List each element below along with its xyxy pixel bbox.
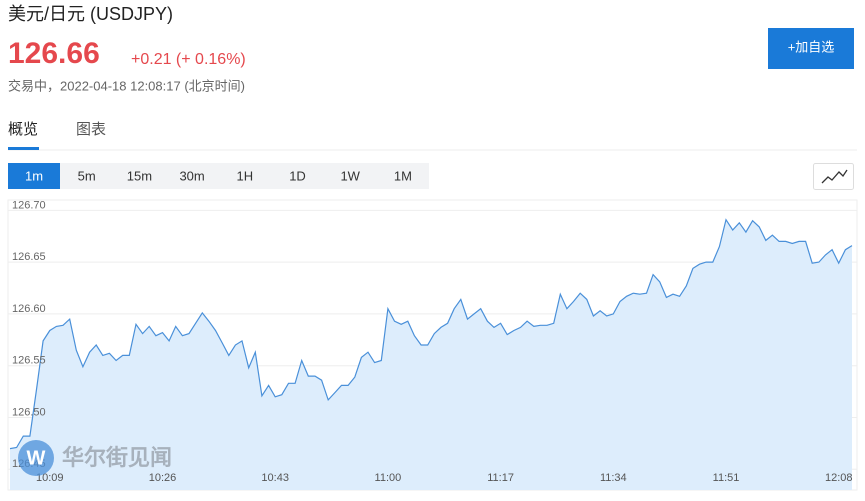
- y-tick-label: 126.65: [12, 251, 46, 263]
- x-tick-label: 11:00: [375, 472, 402, 484]
- change: +0.21 (+ 0.16%): [131, 51, 246, 68]
- y-tick-label: 126.50: [12, 406, 46, 418]
- range-button[interactable]: 1H: [236, 168, 253, 183]
- range-button[interactable]: 30m: [179, 168, 204, 183]
- range-bar: [8, 163, 429, 189]
- y-tick-label: 126.70: [12, 199, 46, 211]
- range-button[interactable]: 15m: [127, 168, 152, 183]
- range-button[interactable]: 1W: [340, 168, 360, 183]
- price: 126.66: [8, 37, 100, 70]
- watchlist-button-label[interactable]: +加自选: [788, 39, 835, 54]
- watermark: 华尔街见闻: [62, 445, 172, 470]
- x-tick-label: 11:17: [487, 472, 514, 484]
- watermark-logo-letter: W: [27, 447, 46, 469]
- line: [9, 218, 853, 450]
- x-tick-label: 10:43: [261, 472, 289, 484]
- x-tick-label: 12:08: [825, 472, 853, 484]
- range-button[interactable]: 1m: [25, 168, 43, 183]
- range-button[interactable]: 1D: [289, 168, 306, 183]
- x-tick-label: 10:26: [149, 472, 177, 484]
- title: 美元/日元 (USDJPY): [8, 4, 173, 24]
- chart-type-button[interactable]: [813, 163, 854, 190]
- watchlist-button[interactable]: [768, 28, 854, 69]
- range-active: [8, 163, 60, 189]
- x-tick-label: 11:51: [713, 472, 740, 484]
- tab[interactable]: 图表: [76, 121, 106, 138]
- y-tick-label: 126.55: [12, 355, 46, 367]
- range-button[interactable]: 1M: [394, 168, 412, 183]
- x-tick-label: 11:34: [600, 472, 627, 484]
- x-tick-label: 10:09: [36, 472, 64, 484]
- status: 交易中，2022-04-18 12:08:17 (北京时间): [8, 78, 245, 93]
- area: [10, 219, 852, 490]
- y-tick-label: 126.60: [12, 303, 46, 315]
- chart-type-icon[interactable]: [821, 169, 848, 184]
- tab-underline: [8, 147, 39, 150]
- range-button[interactable]: 5m: [78, 168, 96, 183]
- chart: 126.45126.50126.55126.60126.65126.7010:0…: [7, 199, 858, 491]
- watermark-logo: [18, 440, 54, 476]
- tab[interactable]: 概览: [8, 121, 38, 138]
